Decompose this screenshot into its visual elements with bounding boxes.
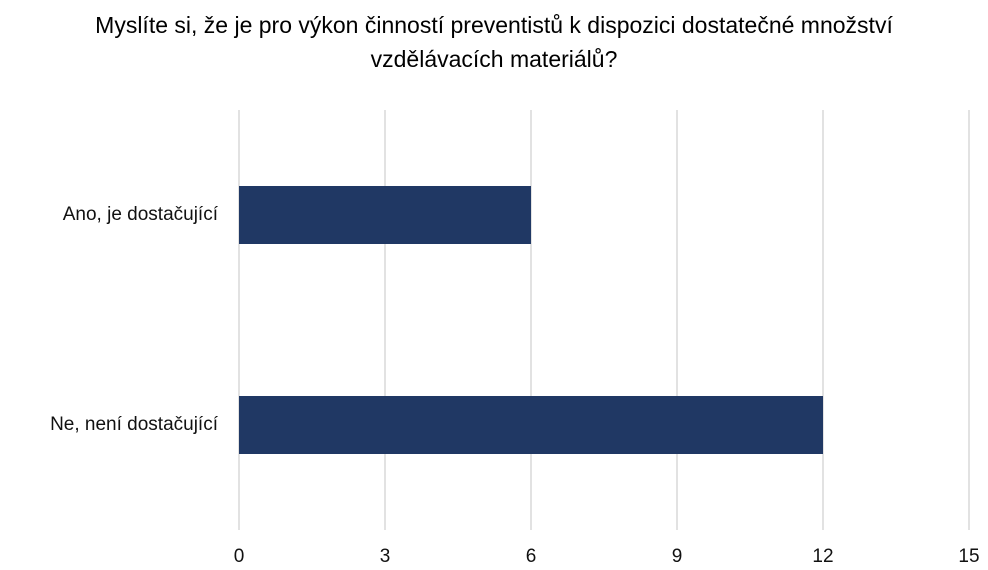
chart-title: Myslíte si, že je pro výkon činností pre… (95, 12, 893, 72)
y-tick-label: Ano, je dostačující (63, 204, 219, 225)
x-tick-label: 0 (234, 546, 245, 567)
x-tick-label: 12 (812, 546, 833, 567)
x-tick-label: 9 (672, 546, 683, 567)
bar (239, 396, 823, 454)
x-tick-label: 6 (526, 546, 537, 567)
y-tick-label: Ne, není dostačující (50, 414, 219, 435)
x-tick-label: 3 (380, 546, 391, 567)
bar (239, 186, 531, 244)
x-tick-label: 15 (958, 546, 979, 567)
